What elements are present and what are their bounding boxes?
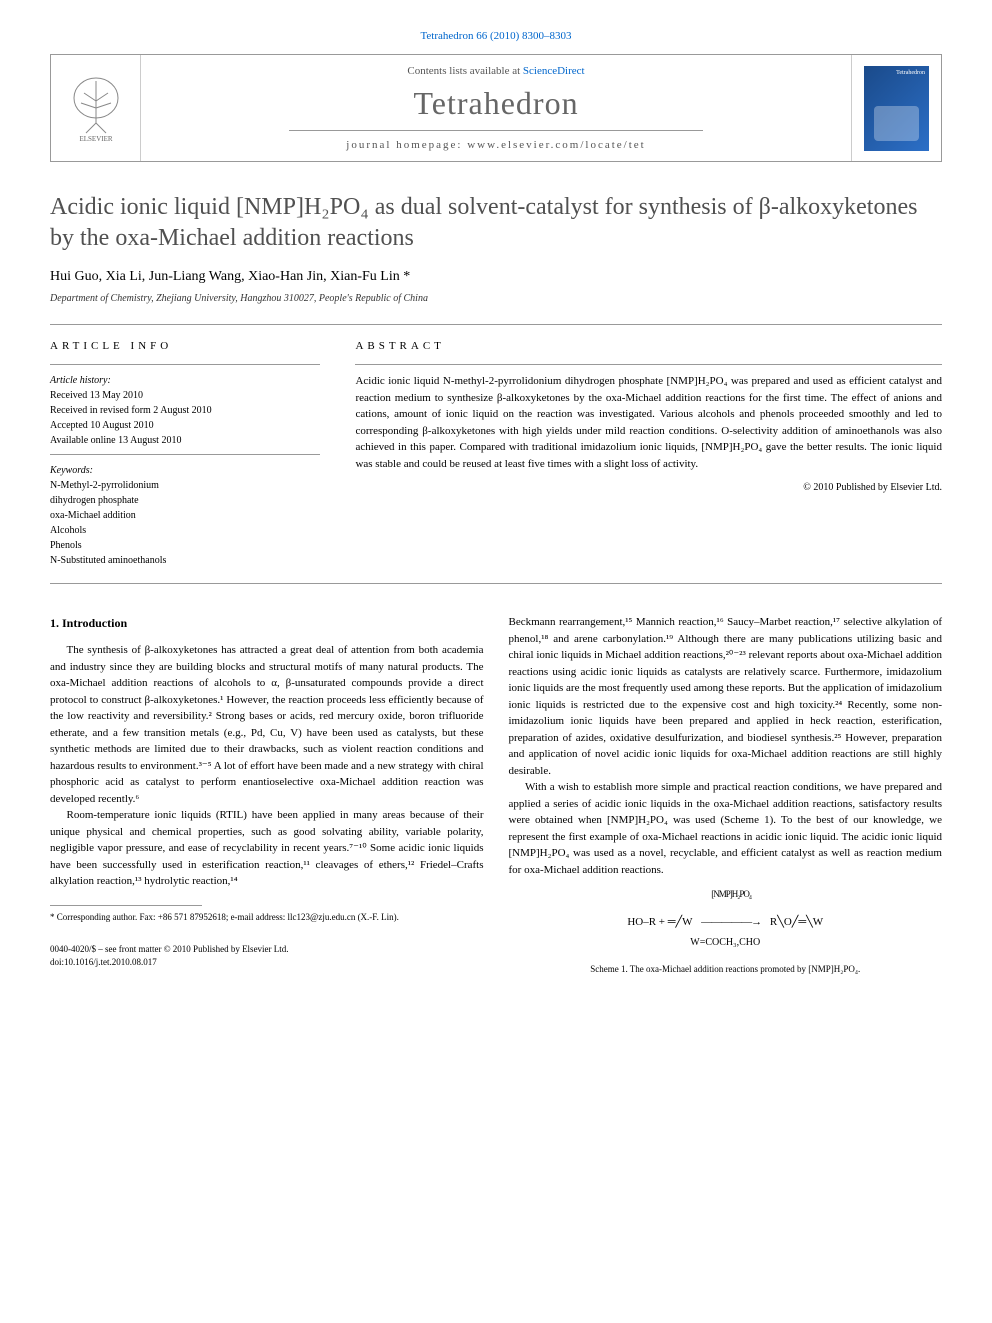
abstract-column: ABSTRACT Acidic ionic liquid N-methyl-2-… [335, 325, 942, 583]
journal-homepage: journal homepage: www.elsevier.com/locat… [151, 139, 841, 151]
elsevier-tree-icon: ELSEVIER [66, 73, 126, 143]
divider [355, 364, 942, 365]
abstract-label: ABSTRACT [355, 340, 942, 352]
received-date: Received 13 May 2010 [50, 388, 320, 403]
footer-issn: 0040-4020/$ – see front matter © 2010 Pu… [50, 943, 484, 956]
right-column: Beckmann rearrangement,¹⁵ Mannich reacti… [509, 614, 943, 976]
corresponding-author-footnote: * Corresponding author. Fax: +86 571 879… [50, 911, 484, 924]
affiliation: Department of Chemistry, Zhejiang Univer… [50, 293, 942, 304]
article-title: Acidic ionic liquid [NMP]H₂PO₄ as dual s… [50, 192, 942, 254]
sciencedirect-link[interactable]: ScienceDirect [523, 65, 585, 77]
catalyst-label: [NMP]H₂PO₄ [711, 889, 751, 899]
scheme-caption: Scheme 1. The oxa-Michael addition react… [509, 963, 943, 977]
footer-doi: doi:10.1016/j.tet.2010.08.017 [50, 956, 484, 969]
accepted-date: Accepted 10 August 2010 [50, 418, 320, 433]
divider [50, 364, 320, 365]
left-column: 1. Introduction The synthesis of β-alkox… [50, 614, 484, 976]
body-paragraph: With a wish to establish more simple and… [509, 779, 943, 878]
introduction-heading: 1. Introduction [50, 614, 484, 632]
keyword: Phenols [50, 538, 320, 553]
history-label: Article history: [50, 373, 320, 388]
abstract-text: Acidic ionic liquid N-methyl-2-pyrrolido… [355, 373, 942, 472]
cover-thumbnail-container: Tetrahedron [851, 55, 941, 161]
article-info-column: ARTICLE INFO Article history: Received 1… [50, 325, 335, 583]
keyword: N-Substituted aminoethanols [50, 553, 320, 568]
keyword: Alcohols [50, 523, 320, 538]
info-abstract-section: ARTICLE INFO Article history: Received 1… [50, 324, 942, 584]
publisher-logo: ELSEVIER [51, 55, 141, 161]
cover-label: Tetrahedron [896, 70, 925, 76]
body-paragraph: Beckmann rearrangement,¹⁵ Mannich reacti… [509, 614, 943, 779]
online-date: Available online 13 August 2010 [50, 433, 320, 448]
body-columns: 1. Introduction The synthesis of β-alkox… [50, 614, 942, 976]
keywords-label: Keywords: [50, 463, 320, 478]
keyword: N-Methyl-2-pyrrolidonium [50, 478, 320, 493]
svg-text:ELSEVIER: ELSEVIER [79, 135, 112, 143]
body-paragraph: Room-temperature ionic liquids (RTIL) ha… [50, 807, 484, 890]
scheme-condition: W=COCH₃,CHO [690, 937, 760, 948]
article-info-label: ARTICLE INFO [50, 340, 320, 352]
revised-date: Received in revised form 2 August 2010 [50, 403, 320, 418]
divider [50, 454, 320, 455]
journal-name: Tetrahedron [151, 85, 841, 122]
keyword: oxa-Michael addition [50, 508, 320, 523]
divider [289, 130, 703, 131]
abstract-copyright: © 2010 Published by Elsevier Ltd. [355, 482, 942, 493]
reaction-arrow-icon: [NMP]H₂PO₄―――――→ [695, 893, 767, 933]
scheme-reactant: ═╱W [668, 916, 693, 928]
header-center: Contents lists available at ScienceDirec… [141, 55, 851, 161]
scheme-reactant: HO–R + [627, 916, 665, 928]
authors-list: Hui Guo, Xia Li, Jun-Liang Wang, Xiao-Ha… [50, 269, 942, 285]
citation-line: Tetrahedron 66 (2010) 8300–8303 [50, 30, 942, 42]
scheme-product: R╲O╱═╲W [770, 916, 823, 928]
keyword: dihydrogen phosphate [50, 493, 320, 508]
scheme-diagram: HO–R + ═╱W [NMP]H₂PO₄―――――→ R╲O╱═╲W W=CO… [509, 893, 943, 952]
body-paragraph: The synthesis of β-alkoxyketones has att… [50, 642, 484, 807]
contents-available: Contents lists available at ScienceDirec… [151, 65, 841, 77]
contents-text: Contents lists available at [407, 65, 522, 77]
journal-cover-icon: Tetrahedron [864, 66, 929, 151]
footnote-separator [50, 905, 202, 906]
journal-header: ELSEVIER Contents lists available at Sci… [50, 54, 942, 162]
